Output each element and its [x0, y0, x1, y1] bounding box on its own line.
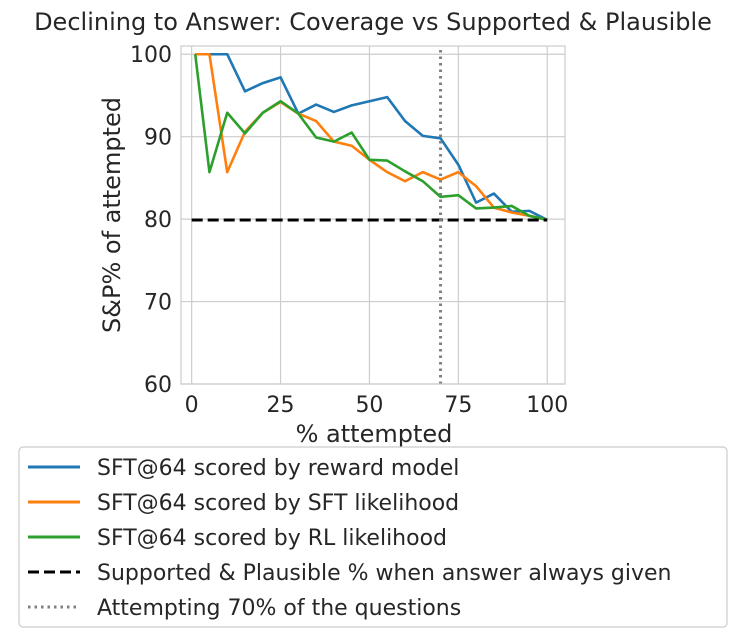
legend-label: Supported & Plausible % when answer alwa… — [97, 561, 671, 586]
y-tick-label: 70 — [144, 291, 172, 316]
y-axis-label: S&P% of attempted — [98, 97, 126, 333]
legend-label: Attempting 70% of the questions — [97, 596, 461, 621]
y-tick-label: 80 — [144, 208, 172, 233]
x-tick-label: 50 — [355, 393, 383, 418]
x-tick-label: 100 — [526, 393, 568, 418]
x-tick-label: 75 — [444, 393, 472, 418]
x-axis-label: % attempted — [296, 420, 453, 448]
y-tick-label: 60 — [144, 373, 172, 398]
series-line-2 — [193, 54, 548, 222]
chart-title: Declining to Answer: Coverage vs Support… — [34, 8, 712, 36]
x-ticks: 0 25 50 75 100 — [185, 393, 569, 418]
y-tick-label: 100 — [130, 43, 172, 68]
y-tick-label: 90 — [144, 126, 172, 151]
legend-label: SFT@64 scored by RL likelihood — [97, 526, 447, 551]
plot-frame — [180, 45, 566, 385]
y-ticks: 60 70 80 90 100 — [130, 43, 172, 398]
legend: SFT@64 scored by reward model SFT@64 scor… — [28, 456, 671, 621]
x-tick-label: 0 — [185, 393, 199, 418]
legend-label: SFT@64 scored by reward model — [97, 456, 459, 481]
legend-label: SFT@64 scored by SFT likelihood — [97, 491, 459, 516]
legend-box — [18, 446, 728, 628]
x-tick-label: 25 — [267, 393, 295, 418]
series-lines — [191, 46, 548, 384]
grid — [181, 46, 565, 385]
series-line-0 — [195, 52, 548, 222]
